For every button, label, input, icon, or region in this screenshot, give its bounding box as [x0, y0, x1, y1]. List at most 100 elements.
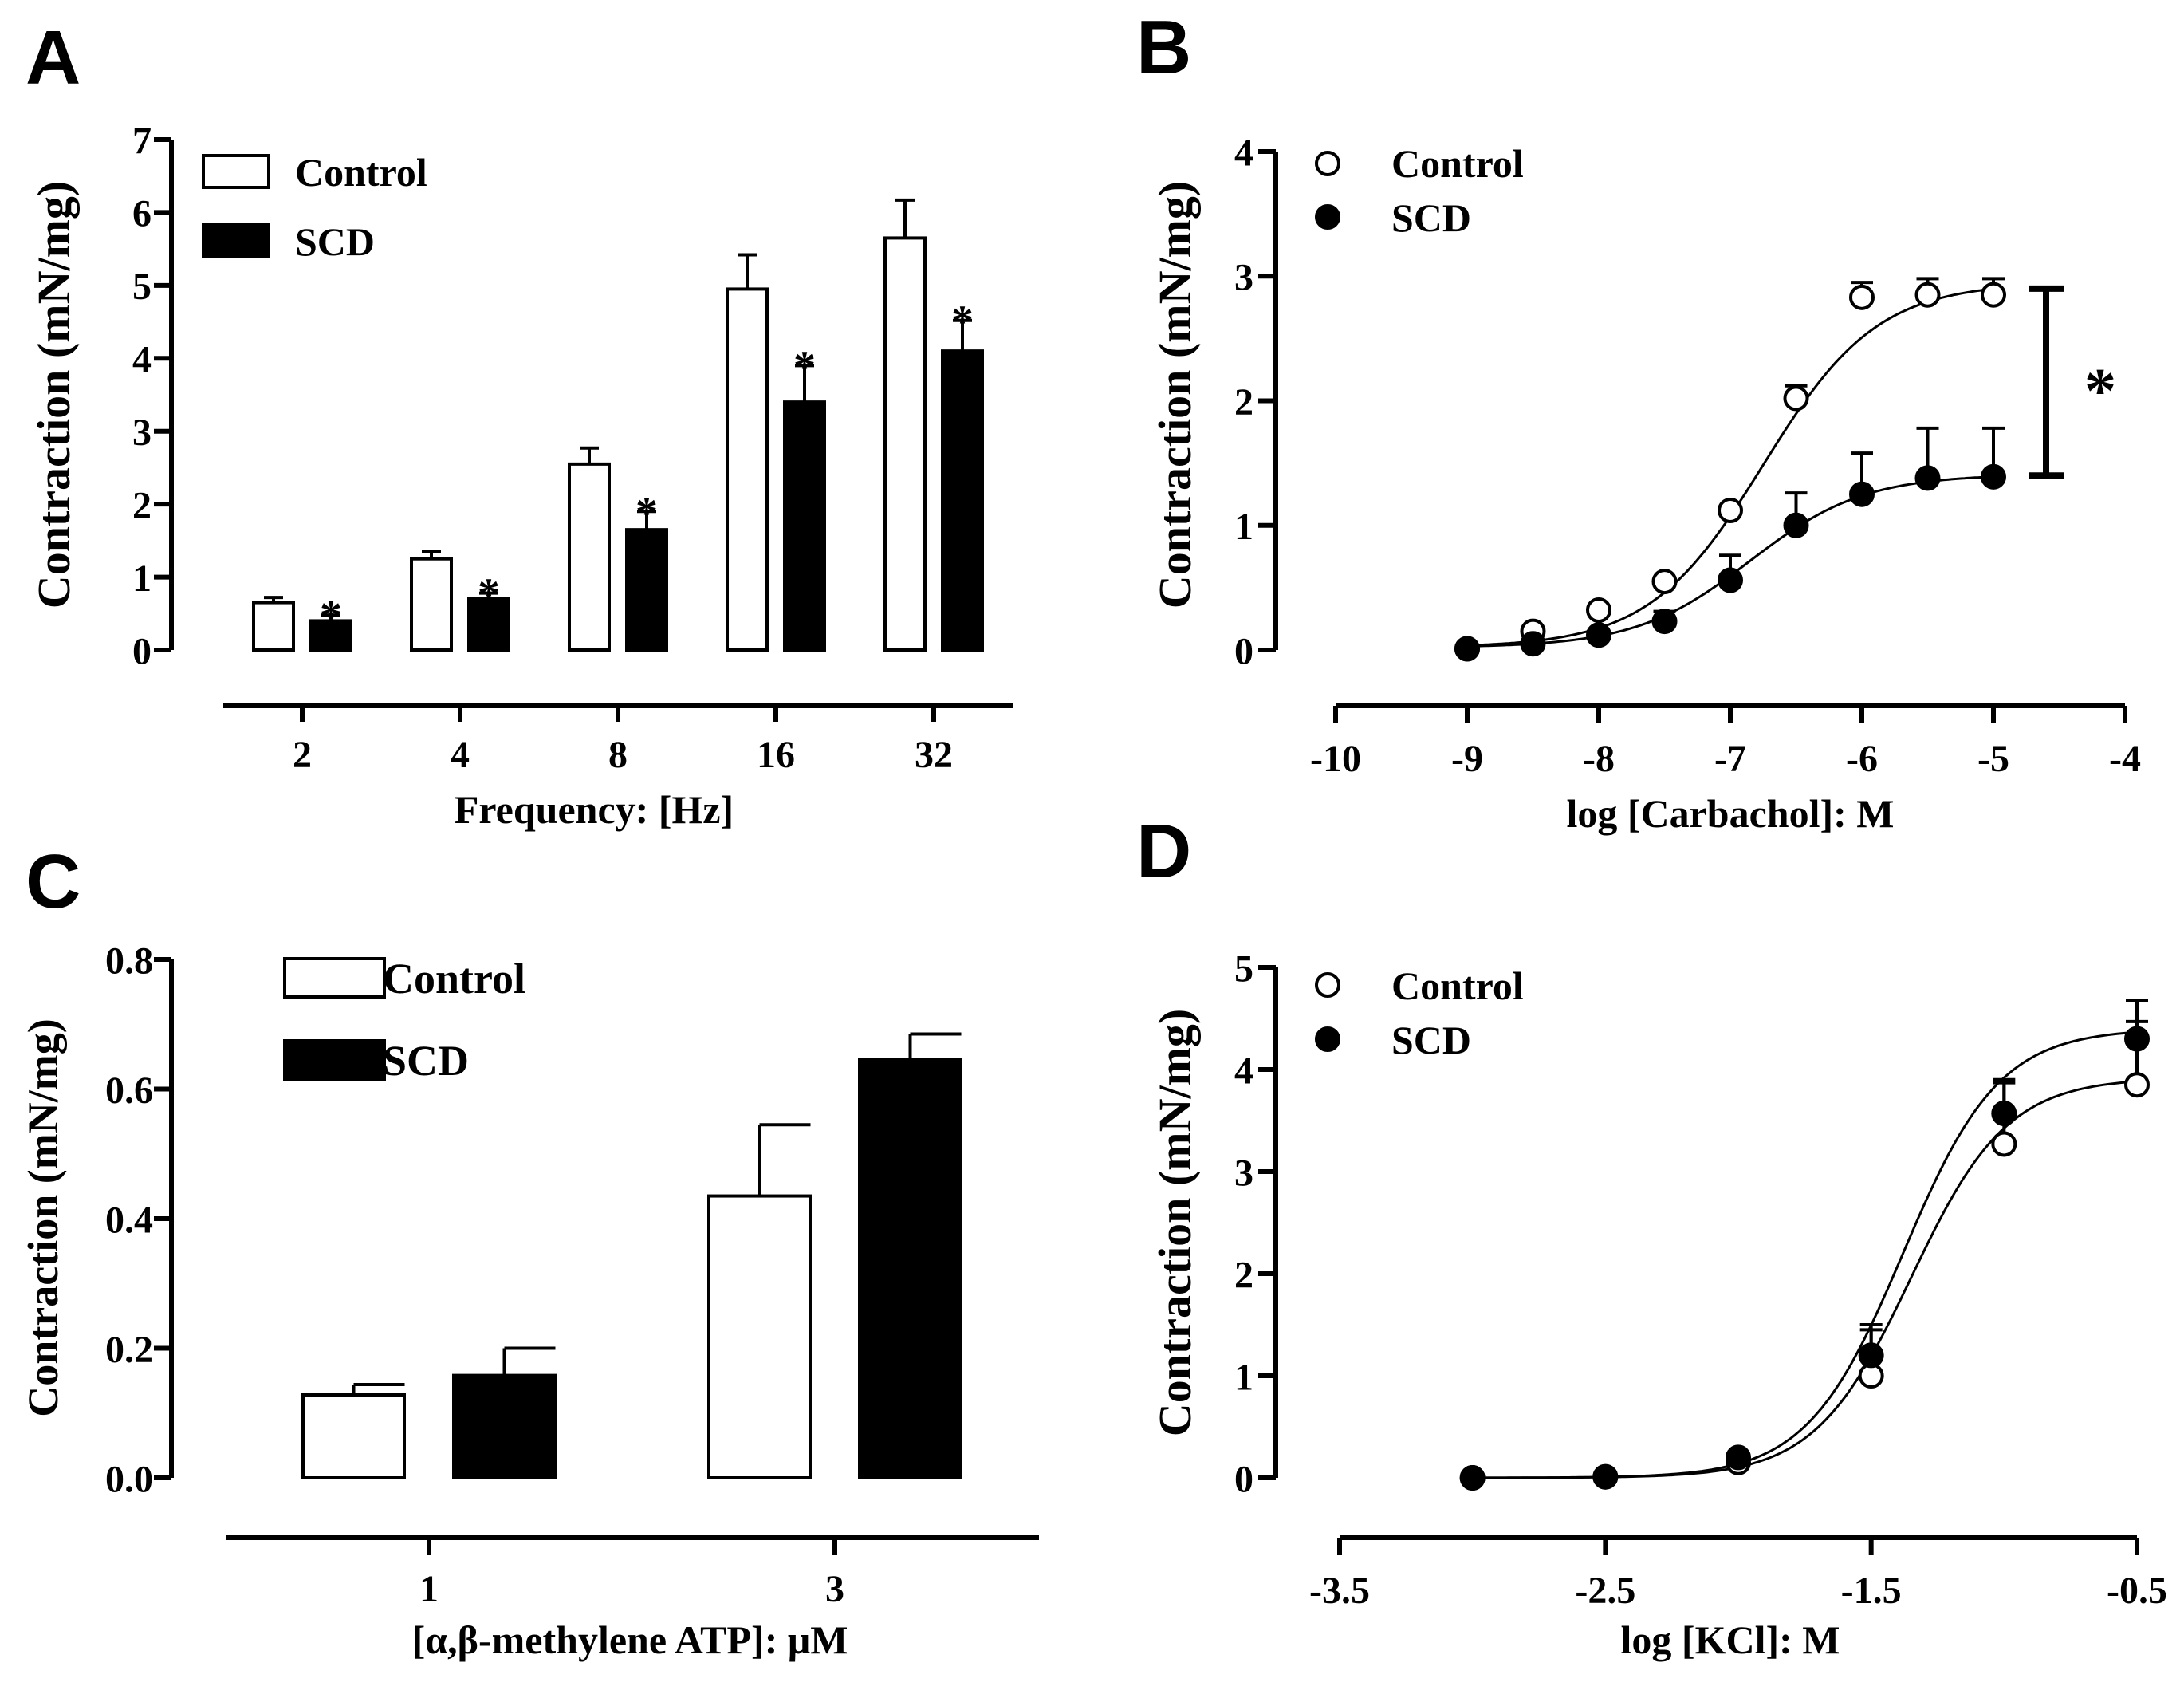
data-point-control	[1718, 498, 1743, 523]
x-tick-label: -6	[1846, 738, 1878, 780]
bar-control	[707, 1194, 812, 1479]
x-tick-label: -4	[2109, 738, 2141, 780]
bar-control	[726, 287, 769, 652]
x-tick-label: 8	[608, 734, 628, 776]
data-point-scd	[1718, 567, 1743, 593]
panel-b-chart: 0 1 2 3 4 -10 -9 -8 -7 -6 -5 -4 * Control SCD log …	[1149, 132, 2141, 836]
bar-scd	[467, 597, 510, 652]
y-tick-label: 4	[1234, 1050, 1253, 1092]
data-point-control	[2124, 1072, 2150, 1098]
x-tick-label: -8	[1583, 738, 1615, 780]
panel-c-y-axis-title: Contraction (mN/mg)	[19, 1018, 67, 1416]
bar-control	[252, 601, 295, 652]
data-point-scd	[1520, 631, 1546, 657]
y-tick-label: 3	[1234, 257, 1253, 299]
y-tick-label: 0	[1234, 1458, 1253, 1500]
panel-d-error-bars	[1859, 998, 2148, 1376]
x-tick-label: 16	[757, 734, 795, 776]
data-point-scd	[1586, 622, 1611, 648]
y-tick-label: 0.4	[105, 1199, 153, 1241]
panel-a-legend: Control SCD	[202, 150, 427, 264]
legend-control-label: Control	[295, 150, 427, 195]
panel-d-chart: 0 1 2 3 4 5 -3.5 -2.5 -1.5 -0.5 Control SCD log …	[1149, 947, 2167, 1662]
y-tick-label: 0	[132, 630, 152, 672]
legend-control-label: Control	[1391, 141, 1524, 186]
bar-scd	[858, 1058, 962, 1479]
bar-scd	[783, 400, 826, 652]
y-tick-label: 3	[1234, 1152, 1253, 1194]
panel-a-chart: 0 1 2 3 4 5 6 7 2 4 8 16 32 * * * * * Control SCD Frequ…	[28, 120, 1013, 832]
legend-control-marker	[1315, 151, 1340, 176]
y-tick-label: 1	[1234, 1356, 1253, 1398]
bar-control	[301, 1393, 406, 1479]
bar-scd	[452, 1373, 557, 1479]
panel-b-error-bars	[1653, 277, 2005, 622]
significance-asterisk: *	[951, 297, 974, 347]
bar-control	[410, 557, 453, 652]
panel-d-axes	[1273, 967, 2137, 1540]
data-point-scd	[1651, 609, 1678, 635]
data-point-control	[1849, 284, 1875, 310]
x-tick-label: -3.5	[1309, 1570, 1370, 1612]
data-point-scd	[1454, 636, 1480, 662]
fit-curve-control	[1472, 1080, 2138, 1479]
significance-asterisk: *	[2084, 357, 2116, 427]
legend-scd-label: SCD	[1391, 195, 1471, 240]
panel-b-significance: *	[2029, 285, 2116, 479]
data-point-scd	[1991, 1101, 2017, 1127]
legend-scd-swatch	[202, 223, 270, 258]
panel-b-y-ticks: 0 1 2 3 4	[1234, 132, 1276, 672]
panel-label-d: D	[1136, 809, 1191, 894]
legend-control-swatch	[283, 957, 386, 999]
y-tick-label: 4	[1234, 132, 1253, 174]
significance-asterisk: *	[320, 592, 342, 641]
x-tick-label: 2	[293, 734, 312, 776]
fit-curve-scd	[1472, 1030, 2138, 1479]
x-tick-label: -9	[1451, 738, 1483, 780]
y-tick-label: 0.6	[105, 1070, 153, 1112]
significance-asterisk: *	[793, 342, 816, 392]
panel-b-legend: Control SCD	[1315, 141, 1524, 240]
significance-asterisk: *	[636, 488, 658, 538]
y-tick-label: 0.8	[105, 940, 153, 982]
bar-control	[568, 462, 611, 652]
y-tick-label: 0	[1234, 630, 1253, 672]
y-tick-label: 1	[132, 557, 152, 600]
panel-c-legend: Control SCD	[283, 955, 525, 1085]
data-point-scd	[1914, 465, 1941, 491]
y-tick-label: 6	[132, 193, 152, 235]
panel-b-x-ticks: -10 -9 -8 -7 -6 -5 -4	[1310, 706, 2141, 780]
data-point-control	[1586, 597, 1611, 623]
legend-scd-label: SCD	[1391, 1018, 1471, 1062]
panel-d-x-axis-title: log [KCl]: M	[1621, 1617, 1840, 1662]
data-point-scd	[1783, 512, 1809, 538]
y-tick-label: 2	[1234, 1254, 1253, 1296]
legend-scd-label: SCD	[383, 1037, 469, 1085]
significance-asterisk: *	[478, 570, 500, 620]
data-point-control	[1651, 569, 1678, 595]
x-tick-label: -0.5	[2107, 1570, 2167, 1612]
panel-a-error-bars	[264, 198, 972, 621]
panel-a-x-ticks: 2 4 8 16 32	[293, 706, 953, 776]
legend-scd-label: SCD	[295, 219, 375, 264]
panel-b-y-axis-title: Contraction (mN/mg)	[1149, 181, 1201, 609]
data-point-scd	[1726, 1444, 1751, 1471]
panel-d-points	[1459, 1026, 2150, 1491]
panel-c-bars	[301, 1058, 962, 1479]
panel-b-x-axis-title: log [Carbachol]: M	[1566, 791, 1894, 836]
y-tick-label: 1	[1234, 506, 1253, 548]
bar-scd	[625, 528, 668, 652]
panel-d-fit-curves	[1472, 1030, 2138, 1479]
x-tick-label: 4	[451, 734, 470, 776]
panel-label-a: A	[26, 15, 81, 100]
y-tick-label: 5	[132, 266, 152, 308]
panel-a-x-axis-title: Frequency: [Hz]	[455, 787, 734, 832]
panel-a-y-ticks: 0 1 2 3 4 5 6 7	[132, 120, 171, 672]
data-point-scd	[1981, 463, 2006, 490]
bar-control	[883, 236, 927, 652]
panel-a-y-axis-title: Contraction (mN/mg)	[28, 181, 80, 609]
data-point-control	[1991, 1131, 2017, 1157]
